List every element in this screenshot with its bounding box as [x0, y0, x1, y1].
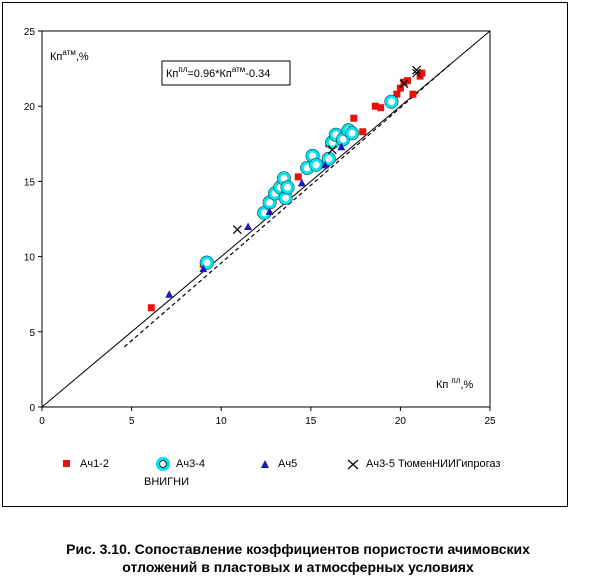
point-ach5 — [337, 142, 346, 151]
x-tick-label: 0 — [39, 416, 45, 427]
point-ach3-4 — [345, 126, 360, 141]
legend-label-ach5: Ач5 — [278, 458, 298, 470]
y-tick-label: 15 — [24, 177, 36, 188]
ring-fill — [309, 158, 323, 172]
equation-text: Кппл=0.96*Кпатм-0.34 — [166, 65, 270, 80]
point-ach5 — [297, 178, 306, 187]
legend-label-ach3-4: Ач3-4 — [176, 458, 205, 470]
point-ach3-5 — [412, 68, 421, 78]
point-ach5 — [265, 207, 274, 215]
equation-box — [161, 60, 291, 86]
x-tick-label: 20 — [395, 416, 407, 427]
y-axis-title-tail: ,% — [76, 51, 89, 63]
x-axis-title: Кп пл,% — [436, 376, 473, 391]
y-axis-title: Кпатм,% — [50, 48, 89, 63]
ring-fill — [200, 256, 214, 270]
x-axis-title-tail: ,% — [460, 379, 473, 391]
legend-item-ach1-2: Ач1-2 — [56, 458, 109, 470]
legend-label-vnigni: ВНИГНИ — [144, 476, 189, 488]
triangle-marker-icon — [254, 458, 276, 470]
point-ach1-2 — [350, 114, 358, 122]
point-ach3-5 — [232, 225, 242, 234]
point-ach1-2 — [359, 128, 367, 136]
equation-s1: пл — [178, 65, 187, 74]
point-ach3-4 — [384, 94, 399, 109]
y-tick-label: 25 — [24, 27, 36, 38]
x-tick-label: 5 — [129, 416, 135, 427]
legend-label-ach1-2: Ач1-2 — [80, 458, 109, 470]
ring-fill — [345, 126, 359, 140]
x-tick-label: 10 — [216, 416, 228, 427]
x-axis-title-sup: пл — [451, 376, 460, 385]
point-ach5 — [199, 264, 208, 273]
point-ach1-2 — [371, 102, 379, 110]
square-marker-icon — [56, 458, 78, 470]
point-ach1-2 — [400, 78, 408, 86]
equation-p1: Кп — [166, 68, 178, 80]
point-ach3-5 — [399, 79, 409, 89]
equation-p2: =0.96*Кп — [187, 68, 232, 80]
point-ach5 — [165, 290, 174, 298]
point-ach5 — [321, 160, 330, 169]
point-ach3-4 — [309, 157, 324, 172]
caption-line-1: Рис. 3.10. Сопоставление коэффициентов п… — [66, 541, 530, 557]
y-tick-label: 5 — [29, 328, 35, 339]
point-ach3-5 — [327, 145, 337, 155]
caption-line-2: отложений в пластовых и атмосферных усло… — [122, 559, 474, 575]
ring-fill — [281, 180, 295, 194]
legend-item-ach5: Ач5 — [254, 458, 297, 470]
figure-caption: Рис. 3.10. Сопоставление коэффициентов п… — [0, 540, 596, 576]
y-tick-label: 20 — [24, 102, 36, 113]
equation-s2: атм — [232, 65, 245, 74]
point-ach1-2 — [147, 304, 155, 312]
point-ach5 — [244, 222, 253, 231]
point-ach1-2 — [294, 173, 302, 181]
chart-frame — [2, 2, 568, 507]
legend: Ач1-2 Ач3-4 Ач5 Ач3-5 ТюменНИИГипрогаз В… — [56, 457, 556, 498]
legend-item-ach3-4: Ач3-4 — [152, 457, 205, 471]
y-tick-label: 10 — [24, 253, 36, 264]
point-ach1-2 — [377, 104, 385, 112]
point-ach1-2 — [409, 90, 417, 98]
point-ach3-4 — [280, 180, 295, 195]
legend-label-ach3-5: Ач3-5 ТюменНИИГипрогаз — [366, 458, 501, 470]
point-ach1-2 — [396, 84, 404, 92]
plot-area — [41, 30, 491, 408]
x-axis-title-base: Кп — [436, 379, 451, 391]
point-ach3-5 — [412, 65, 421, 75]
y-axis-title-sup: атм — [62, 48, 75, 57]
x-marker-icon — [342, 458, 364, 470]
ring-marker-icon — [152, 457, 174, 471]
equation-p3: -0.34 — [245, 68, 270, 80]
ring-fill — [279, 191, 293, 205]
y-axis-title-base: Кп — [50, 51, 62, 63]
point-ach3-4 — [199, 255, 214, 270]
point-ach1-2 — [418, 69, 426, 77]
trend-line — [124, 63, 451, 348]
legend-item-ach3-5: Ач3-5 ТюменНИИГипрогаз — [342, 458, 500, 470]
legend-item-vnigni: ВНИГНИ — [144, 476, 189, 488]
point-ach1-2 — [393, 90, 401, 98]
ring-fill — [384, 95, 398, 109]
x-tick-label: 25 — [484, 416, 496, 427]
y-tick-label: 0 — [29, 403, 35, 414]
x-tick-label: 15 — [305, 416, 317, 427]
